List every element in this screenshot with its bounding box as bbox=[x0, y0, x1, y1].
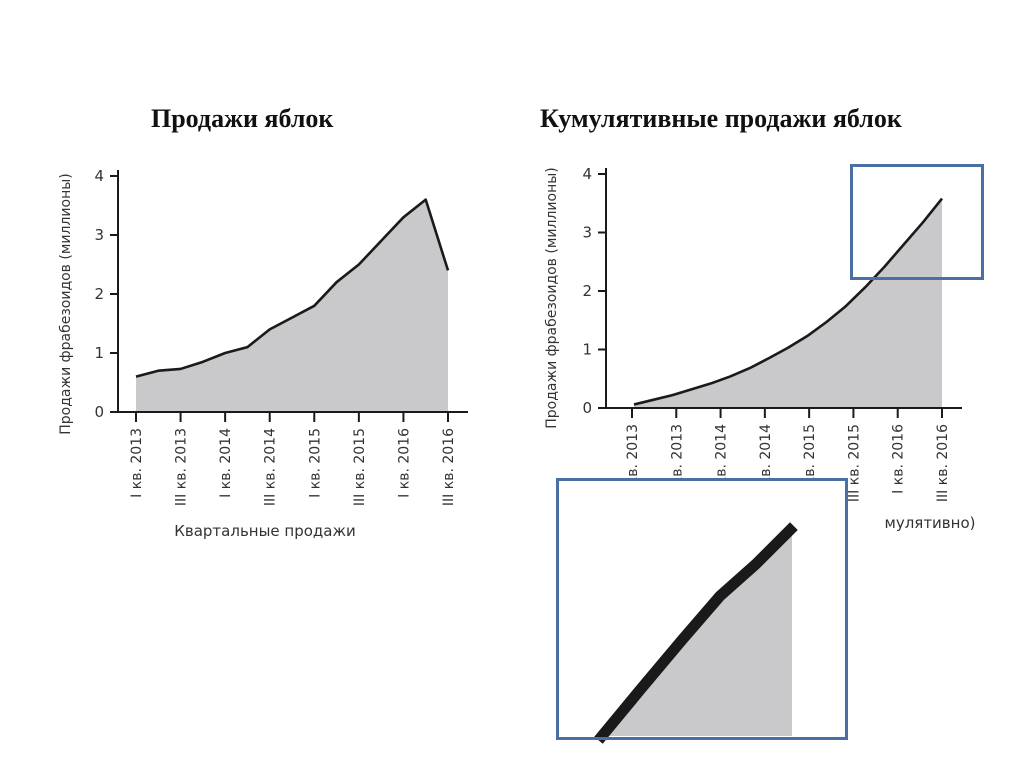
x-tick-label: III кв. 2015 bbox=[352, 428, 368, 506]
highlight-box-small bbox=[850, 164, 984, 280]
y-tick-label: 4 bbox=[582, 165, 592, 183]
x-tick-label: I кв. 2016 bbox=[396, 428, 412, 498]
x-axis-label: Квартальные продажи bbox=[174, 522, 356, 540]
x-tick-label: III кв. 2016 bbox=[935, 424, 951, 502]
x-tick-label: I кв. 2014 bbox=[218, 428, 234, 498]
x-tick-label: III кв. 2013 bbox=[174, 428, 190, 506]
x-tick-label: I кв. 2014 bbox=[714, 424, 730, 494]
y-tick-label: 1 bbox=[94, 344, 104, 362]
x-tick-label: III кв. 2015 bbox=[846, 424, 862, 502]
x-tick-label: I кв. 2015 bbox=[802, 424, 818, 494]
y-axis-label: Продажи фрабезоидов (миллионы) bbox=[58, 173, 74, 435]
area-fill bbox=[634, 198, 942, 408]
y-tick-label: 2 bbox=[582, 282, 592, 300]
y-tick-label: 0 bbox=[582, 399, 592, 417]
y-tick-label: 0 bbox=[94, 403, 104, 421]
right-chart-title: Кумулятивные продажи яблок bbox=[540, 104, 902, 133]
y-tick-label: 4 bbox=[94, 167, 104, 185]
y-tick-label: 3 bbox=[582, 224, 592, 242]
left-chart-title: Продажи яблок bbox=[151, 104, 334, 133]
zoom-series-line bbox=[594, 522, 798, 744]
y-axis-label: Продажи фрабезоидов (миллионы) bbox=[544, 167, 560, 429]
x-axis-label: мулятивно) bbox=[885, 514, 976, 532]
x-tick-label: I кв. 2016 bbox=[891, 424, 907, 494]
x-tick-label: III кв. 2016 bbox=[441, 428, 457, 506]
zoom-inset bbox=[559, 481, 845, 744]
y-tick-label: 3 bbox=[94, 226, 104, 244]
y-tick-label: 1 bbox=[582, 341, 592, 359]
y-tick-label: 2 bbox=[94, 285, 104, 303]
x-tick-label: I кв. 2013 bbox=[625, 424, 641, 494]
x-tick-label: I кв. 2013 bbox=[129, 428, 145, 498]
highlight-box-zoom bbox=[556, 478, 848, 740]
x-tick-label: I кв. 2015 bbox=[307, 428, 323, 498]
x-tick-label: III кв. 2014 bbox=[263, 428, 279, 506]
